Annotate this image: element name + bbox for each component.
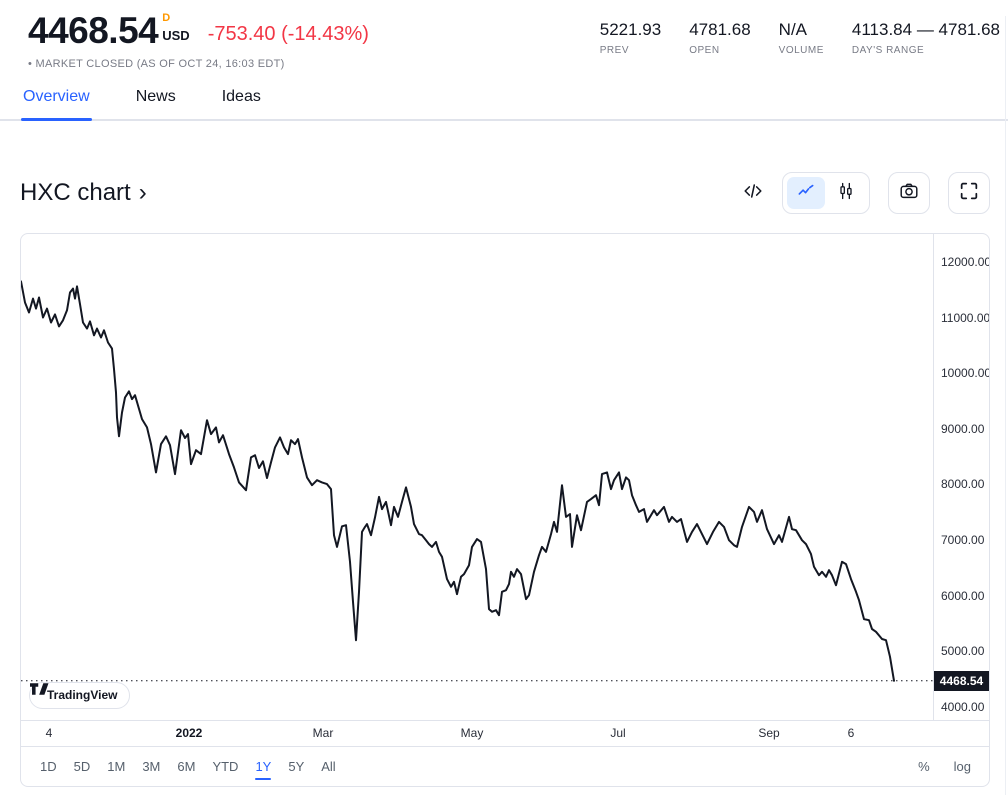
candlestick-icon [836,181,856,204]
y-axis-tick: 12000.00 [941,255,990,270]
range-button-5y[interactable]: 5Y [283,755,309,778]
stat-item: 4113.84 — 4781.68 DAY'S RANGE [852,20,1000,56]
y-axis-tick: 8000.00 [941,477,985,492]
range-button-all[interactable]: All [316,755,340,778]
scale-mode-switcher: % log [916,755,973,778]
range-button-ytd[interactable]: YTD [207,755,243,778]
chart-toolbar [742,171,990,214]
symbol-header: 4468.54 D USD -753.40 (-14.43%) • MARKET… [0,0,1008,70]
log-scale-button[interactable]: log [952,755,973,778]
stat-value: 4781.68 [689,20,751,39]
x-axis-tick: May [460,726,484,741]
chart-type-switcher [782,171,870,214]
price-change: -753.40 (-14.43%) [207,22,369,45]
stat-label: OPEN [689,45,720,56]
chart-section-header: HXC chart › [20,171,990,215]
x-axis-tick: 4 [45,726,53,741]
x-axis-tick: 6 [847,726,855,741]
price-series-path [21,280,895,682]
percent-scale-button[interactable]: % [916,755,932,778]
embed-code-button[interactable] [742,180,764,205]
tradingview-attribution-link[interactable]: TradingView [29,681,131,709]
chart-widget: TradingView 4468.54 12000.00 11000.00 1000… [20,232,990,787]
stats-row: 5221.93 PREV 4781.68 OPEN N/A VOLUME 4113.84 —… [600,12,1000,56]
period-badge: D [162,12,171,24]
x-axis[interactable]: 4 2022 Mar May Jul Sep 6 [21,719,989,746]
chart-plot-area[interactable]: TradingView [21,234,933,720]
tab-news[interactable]: News [134,88,178,119]
x-axis-tick: Sep [758,726,780,741]
range-button-1m[interactable]: 1M [102,755,130,778]
chevron-right-icon: › [138,178,147,206]
fullscreen-icon [958,180,980,205]
stat-item: 5221.93 PREV [600,20,661,56]
stat-item: 4781.68 OPEN [689,20,750,56]
range-button-5d[interactable]: 5D [69,755,96,778]
date-range-switcher: 1D 5D 1M 3M 6M YTD 1Y 5Y All [35,755,341,780]
line-chart-type-button[interactable] [787,176,825,209]
page-title: HXC chart [20,178,131,206]
tab-overview[interactable]: Overview [21,88,92,121]
attribution-label: TradingView [47,688,118,703]
stat-label: VOLUME [778,45,824,56]
last-price: 4468.54 [28,10,159,51]
stat-label: PREV [599,45,629,56]
y-axis-tick: 9000.00 [941,421,985,436]
y-axis-tick: 4000.00 [941,699,985,714]
range-button-1y[interactable]: 1Y [250,755,276,780]
candlestick-chart-type-button[interactable] [827,177,865,209]
y-axis-tick: 7000.00 [941,533,985,548]
stat-label: DAY'S RANGE [851,45,925,56]
line-chart-icon [796,181,816,204]
currency-label: USD [162,28,190,43]
x-axis-tick: 2022 [175,726,203,741]
code-icon [742,180,764,205]
x-axis-tick: Mar [312,726,334,741]
fullscreen-button[interactable] [948,171,990,214]
camera-icon [898,180,920,205]
range-button-1d[interactable]: 1D [35,755,62,778]
last-price-badge: 4468.54 [934,670,989,691]
tab-ideas[interactable]: Ideas [220,88,263,119]
widget-right-border [1005,16,1006,795]
range-button-6m[interactable]: 6M [172,755,200,778]
chart-bottom-bar: 1D 5D 1M 3M 6M YTD 1Y 5Y All % log [21,745,989,786]
chart-title-link[interactable]: HXC chart › [20,179,147,207]
price-block: 4468.54 D USD -753.40 (-14.43%) • MARKET… [28,10,369,70]
market-status: • MARKET CLOSED (AS OF OCT 24, 16:03 EDT… [28,57,285,70]
y-axis-tick: 11000.00 [941,310,990,325]
x-axis-tick: Jul [610,726,626,741]
price-chart-svg [21,280,933,682]
stat-value: N/A [778,20,808,39]
y-axis-tick: 10000.00 [941,366,990,381]
price-scale[interactable]: 4468.54 12000.00 11000.00 10000.00 9000.00 8… [933,233,990,720]
y-axis-tick: 5000.00 [941,644,985,659]
stat-value: 4113.84 — 4781.68 [851,20,1000,39]
range-button-3m[interactable]: 3M [137,755,165,778]
tab-bar: Overview News Ideas [0,70,1008,121]
stat-value: 5221.93 [599,20,662,39]
y-axis-tick: 6000.00 [941,588,985,603]
stat-item: N/A VOLUME [779,20,824,56]
screenshot-button[interactable] [888,171,930,214]
